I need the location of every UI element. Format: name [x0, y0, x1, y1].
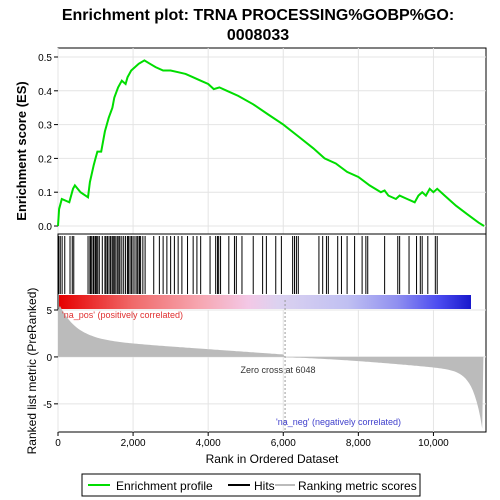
x-tick-label: 10,000: [418, 438, 449, 449]
es-y-tick-label: 0.5: [38, 53, 52, 64]
x-tick-label: 8,000: [346, 438, 371, 449]
x-axis-label: Rank in Ordered Dataset: [206, 452, 339, 466]
es-y-ticks: 0.0 0.1 0.2 0.3 0.4 0.5: [38, 53, 58, 233]
rank-color-bar: [59, 295, 471, 309]
metric-y-axis-label: Ranked list metric (PreRanked): [25, 288, 39, 455]
es-y-tick-label: 0.0: [38, 222, 52, 233]
positive-correlation-label: 'na_pos' (positively correlated): [62, 310, 183, 320]
es-panel: 0.0 0.1 0.2 0.3 0.4 0.5: [38, 47, 487, 235]
legend-frame: [81, 473, 421, 497]
x-tick-label: 2,000: [121, 438, 146, 449]
enrichment-profile-line: [57, 59, 485, 227]
chart-title-line2: 0008033: [227, 27, 289, 44]
x-tick-label: 6,000: [271, 438, 296, 449]
es-y-axis-label: Enrichment score (ES): [14, 81, 29, 220]
es-y-tick-label: 0.3: [38, 121, 52, 132]
es-y-tick-label: 0.1: [38, 188, 52, 199]
x-axis: 0 2,000 4,000 6,000 8,000 10,000: [55, 432, 449, 449]
chart-title-line1: Enrichment plot: TRNA PROCESSING%GOBP%GO…: [62, 7, 454, 24]
es-y-tick-label: 0.4: [38, 87, 52, 98]
hit-markers: [57, 236, 438, 294]
es-y-tick-label: 0.2: [38, 154, 52, 165]
legend-hits-label: Hits: [254, 479, 275, 493]
legend-enrichment-label: Enrichment profile: [116, 479, 213, 493]
x-tick-label: 0: [55, 438, 61, 449]
zero-cross-label: Zero cross at 6048: [240, 365, 315, 375]
x-tick-label: 4,000: [196, 438, 221, 449]
metric-y-tick-label: 5: [46, 306, 52, 317]
es-grid: [57, 48, 486, 234]
negative-correlation-label: 'na_neg' (negatively correlated): [276, 417, 401, 427]
legend: Enrichment profile Hits Ranking metric s…: [81, 473, 421, 497]
metric-y-tick-label: -5: [43, 400, 52, 411]
metric-y-ticks: 5 0 -5: [43, 306, 58, 411]
metric-y-tick-label: 0: [46, 353, 52, 364]
es-panel-frame: [57, 47, 487, 235]
hits-panel: [57, 233, 487, 311]
metric-panel: 5 0 -5 Zero cross at 6048 'na_pos' (positi…: [43, 300, 487, 433]
legend-metric-label: Ranking metric scores: [298, 479, 417, 493]
